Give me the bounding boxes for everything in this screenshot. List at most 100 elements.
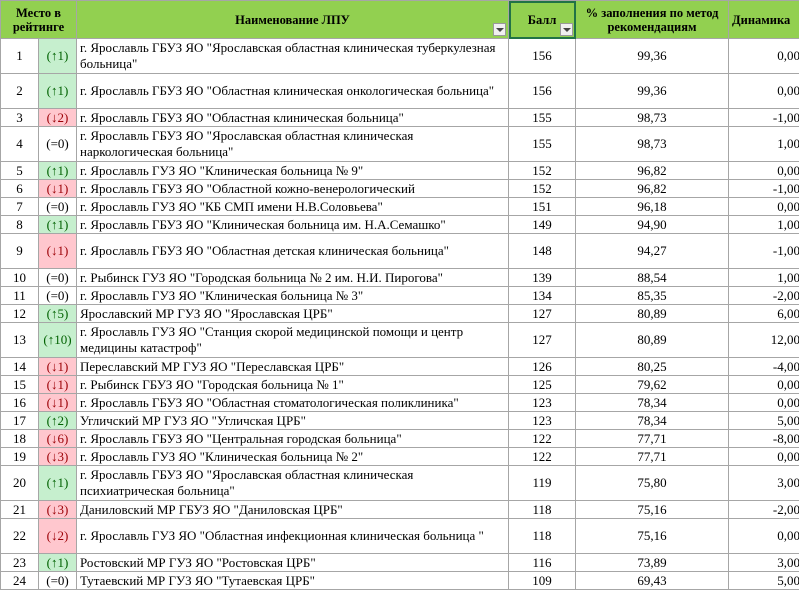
score: 156 [508,38,577,74]
rank: 22 [0,518,39,554]
rank: 15 [0,375,39,394]
table-row: 24 (=0) Тутаевский МР ГУЗ ЯО "Тутаевская Ц… [0,571,799,590]
fill-percent: 79,62 [575,375,730,394]
table-row: 5 (↑1) г. Ярославль ГУЗ ЯО "Клиническая бо… [0,161,799,180]
rank-change: (↑1) [37,553,78,572]
table-row: 23 (↑1) Ростовский МР ГУЗ ЯО "Ростовская Ц… [0,553,799,572]
score: 156 [508,73,577,109]
rank-change: (=0) [37,286,78,305]
hospital-name: г. Ярославль ГУЗ ЯО "Станция скорой меди… [76,322,510,358]
rank-change: (↓2) [37,108,78,127]
score: 118 [508,518,577,554]
rank-change: (↓2) [37,518,78,554]
rank: 19 [0,447,39,466]
table-row: 16 (↓1) г. Ярославль ГБУЗ ЯО "Областная ст… [0,393,799,412]
table-row: 8 (↑1) г. Ярославль ГБУЗ ЯО "Клиническая б… [0,215,799,234]
table-row: 14 (↓1) Переславский МР ГУЗ ЯО "Переславск… [0,357,799,376]
hospital-name: г. Ярославль ГБУЗ ЯО "Ярославская област… [76,465,510,501]
rank-change: (↑1) [37,161,78,180]
rank: 4 [0,126,39,162]
table-row: 13 (↑10) г. Ярославль ГУЗ ЯО "Станция скор… [0,322,799,358]
rank-change: (↑1) [37,215,78,234]
fill-percent: 85,35 [575,286,730,305]
fill-percent: 78,34 [575,393,730,412]
hospital-name: Угличский МР ГУЗ ЯО "Угличская ЦРБ" [76,411,510,430]
dynamics: 0,00 [728,518,799,554]
header-name: Наименование ЛПУ [76,0,510,39]
hospital-name: г. Ярославль ГУЗ ЯО "Клиническая больниц… [76,286,510,305]
header-score: Балл [508,0,577,39]
dynamics: 1,00 [728,268,799,287]
rank-change: (↓1) [37,375,78,394]
table-row: 10 (=0) г. Рыбинск ГУЗ ЯО "Городская больн… [0,268,799,287]
fill-percent: 94,27 [575,233,730,269]
fill-percent: 99,36 [575,73,730,109]
header-rank: Место в рейтинге [0,0,78,39]
rank: 14 [0,357,39,376]
rank-change: (=0) [37,197,78,216]
rank: 16 [0,393,39,412]
score: 151 [508,197,577,216]
dynamics: -1,00 [728,108,799,127]
score: 125 [508,375,577,394]
header-dynamics: Динамика [728,0,799,39]
rank-change: (↑1) [37,73,78,109]
rank-change: (↑2) [37,411,78,430]
rank: 12 [0,304,39,323]
header-score-text: Балл [527,12,557,27]
dynamics: 0,00 [728,161,799,180]
dynamics: 6,00 [728,304,799,323]
dynamics: 0,00 [728,38,799,74]
dynamics: -4,00 [728,357,799,376]
dynamics: 0,00 [728,197,799,216]
fill-percent: 75,80 [575,465,730,501]
hospital-name: г. Ярославль ГУЗ ЯО "Клиническая больниц… [76,447,510,466]
fill-percent: 80,25 [575,357,730,376]
table-row: 4 (=0) г. Ярославль ГБУЗ ЯО "Ярославская о… [0,126,799,162]
hospital-name: Даниловский МР ГБУЗ ЯО "Даниловская ЦРБ" [76,500,510,519]
hospital-name: г. Ярославль ГБУЗ ЯО "Ярославская област… [76,38,510,74]
fill-percent: 75,16 [575,500,730,519]
score: 148 [508,233,577,269]
hospital-name: г. Ярославль ГУЗ ЯО "Клиническая больниц… [76,161,510,180]
fill-percent: 77,71 [575,447,730,466]
rank-change: (=0) [37,126,78,162]
score: 123 [508,411,577,430]
table-row: 15 (↓1) г. Рыбинск ГБУЗ ЯО "Городская боль… [0,375,799,394]
table-row: 22 (↓2) г. Ярославль ГУЗ ЯО "Областная инф… [0,518,799,554]
dynamics: 0,00 [728,73,799,109]
score: 149 [508,215,577,234]
dynamics: -2,00 [728,286,799,305]
dynamics: 3,00 [728,553,799,572]
hospital-name: г. Ярославль ГУЗ ЯО "Областная инфекцион… [76,518,510,554]
rank-change: (↓3) [37,500,78,519]
fill-percent: 96,18 [575,197,730,216]
table-row: 2 (↑1) г. Ярославль ГБУЗ ЯО "Областная кли… [0,73,799,109]
score: 116 [508,553,577,572]
score: 134 [508,286,577,305]
hospital-name: г. Ярославль ГБУЗ ЯО "Клиническая больни… [76,215,510,234]
rank: 21 [0,500,39,519]
score: 155 [508,108,577,127]
table-row: 9 (↓1) г. Ярославль ГБУЗ ЯО "Областная дет… [0,233,799,269]
hospital-name: Тутаевский МР ГУЗ ЯО "Тутаевская ЦРБ" [76,571,510,590]
score: 155 [508,126,577,162]
filter-button[interactable] [493,23,507,36]
score: 118 [508,500,577,519]
hospital-name: г. Ярославль ГБУЗ ЯО "Центральная городс… [76,429,510,448]
table-body: 1 (↑1) г. Ярославль ГБУЗ ЯО "Ярославская о… [0,38,799,590]
filter-button[interactable] [560,23,574,36]
rank: 3 [0,108,39,127]
table-row: 1 (↑1) г. Ярославль ГБУЗ ЯО "Ярославская о… [0,38,799,74]
hospital-name: г. Ярославль ГБУЗ ЯО "Областная клиничес… [76,73,510,109]
rank: 18 [0,429,39,448]
rank-change: (=0) [37,571,78,590]
hospital-name: г. Ярославль ГБУЗ ЯО "Ярославская област… [76,126,510,162]
score: 127 [508,322,577,358]
rank: 10 [0,268,39,287]
rank: 17 [0,411,39,430]
rank: 13 [0,322,39,358]
dynamics: -1,00 [728,179,799,198]
fill-percent: 73,89 [575,553,730,572]
